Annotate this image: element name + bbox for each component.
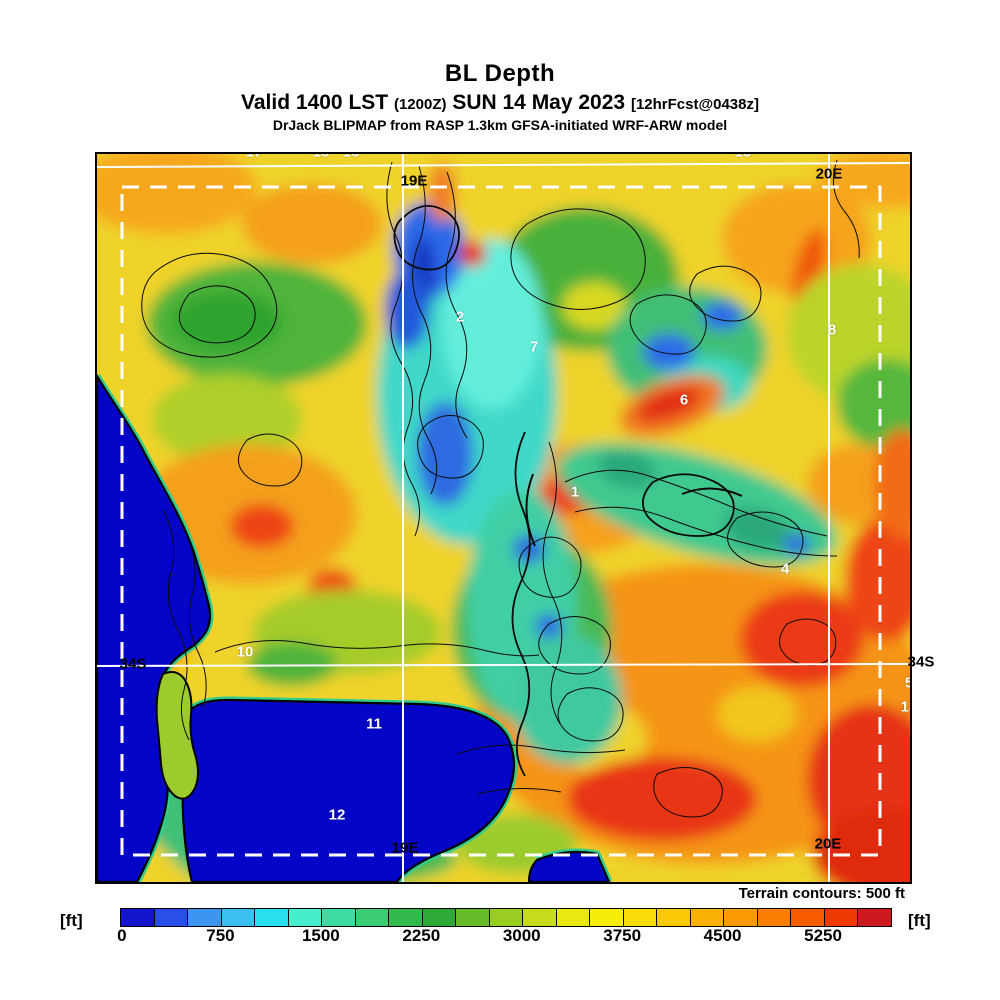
page-title: BL Depth bbox=[444, 60, 556, 87]
site-label: 6 bbox=[679, 391, 689, 409]
site-label: 4 bbox=[780, 560, 790, 578]
colorbar-cell bbox=[288, 909, 323, 926]
site-label: 18 bbox=[734, 152, 752, 161]
valid-zulu: (1200Z) bbox=[393, 96, 447, 113]
colorbar-tick: 4500 bbox=[703, 926, 742, 945]
site-label: 1 bbox=[570, 483, 580, 501]
colorbar-cell bbox=[690, 909, 725, 926]
colorbar-cell bbox=[724, 909, 758, 926]
colorbar-cell bbox=[456, 909, 490, 926]
grid-label: 20E bbox=[814, 835, 842, 853]
colorbar-cell bbox=[255, 909, 289, 926]
colorbar-ticks: 0 750 1500 2250 3000 3750 4500 5250 bbox=[117, 926, 890, 948]
site-label: 10 bbox=[236, 643, 254, 661]
valid-time: Valid 1400 LST bbox=[241, 91, 389, 114]
colorbar-cell bbox=[858, 909, 891, 926]
colorbar-cell bbox=[623, 909, 658, 926]
colorbar-cell bbox=[322, 909, 356, 926]
fcst-info: [12hrFcst@0438z] bbox=[630, 96, 759, 113]
colorbar-cell bbox=[556, 909, 591, 926]
grid-label: 34S bbox=[119, 655, 147, 673]
forecast-map: 17 15 16 18 2 7 6 8 1 4 10 11 12 5 13 19E 20E 19E 20E 34S bbox=[95, 152, 912, 884]
colorbar-tick: 3750 bbox=[603, 926, 642, 945]
valid-date: SUN 14 May 2023 bbox=[452, 91, 626, 114]
colorbar-cell bbox=[489, 909, 524, 926]
unit-label-left: [ft] bbox=[60, 911, 83, 930]
grid-label: 34S bbox=[907, 653, 935, 671]
site-label: 8 bbox=[827, 321, 837, 339]
colorbar-cell bbox=[824, 909, 859, 926]
colorbar-tick: 0 bbox=[117, 926, 127, 945]
colorbar-tick: 5250 bbox=[804, 926, 842, 945]
grid-label: 19E bbox=[391, 839, 419, 857]
site-label: 11 bbox=[366, 715, 382, 733]
colorbar-cell bbox=[657, 909, 691, 926]
latlon-grid bbox=[97, 154, 910, 882]
unit-label-right: [ft] bbox=[908, 911, 931, 930]
colorbar-cell bbox=[221, 909, 256, 926]
colorbar-tick: 1500 bbox=[301, 926, 340, 945]
colorbar-tick: 750 bbox=[206, 926, 235, 945]
map-label-layer: 17 15 16 18 2 7 6 8 1 4 10 11 12 5 13 19E 20E 19E 20E 34S bbox=[97, 154, 910, 882]
grid-label: 20E bbox=[815, 165, 843, 183]
site-label: 13 bbox=[900, 698, 910, 716]
colorbar-cell bbox=[121, 909, 155, 926]
colorbar-tick: 2250 bbox=[402, 926, 441, 945]
site-label: 7 bbox=[529, 338, 539, 356]
colorbar-cell bbox=[757, 909, 792, 926]
colorbar-cell bbox=[154, 909, 189, 926]
colorbar-cell bbox=[590, 909, 624, 926]
colorbar-tick: 3000 bbox=[502, 926, 541, 945]
site-label: 16 bbox=[342, 152, 360, 161]
colorbar-cell bbox=[188, 909, 222, 926]
colorbar-cell bbox=[791, 909, 825, 926]
site-label: 12 bbox=[328, 806, 346, 824]
colorbar-cell bbox=[422, 909, 457, 926]
site-label: 2 bbox=[455, 308, 465, 326]
map-raster bbox=[97, 154, 910, 882]
terrain-note: Terrain contours: 500 ft bbox=[738, 885, 905, 902]
colorbar-cell bbox=[523, 909, 557, 926]
domain-boundary bbox=[120, 185, 882, 857]
model-line: DrJack BLIPMAP from RASP 1.3km GFSA-init… bbox=[272, 117, 728, 133]
site-label: 5 bbox=[905, 675, 910, 692]
colorbar-cell bbox=[355, 909, 390, 926]
grid-label: 19E bbox=[400, 172, 428, 190]
colorbar bbox=[120, 908, 892, 927]
site-label: 17 bbox=[245, 152, 263, 161]
site-label: 15 bbox=[312, 152, 330, 161]
colorbar-cell bbox=[389, 909, 423, 926]
valid-line: Valid 1400 LST (1200Z) SUN 14 May 2023 [… bbox=[0, 91, 1000, 115]
